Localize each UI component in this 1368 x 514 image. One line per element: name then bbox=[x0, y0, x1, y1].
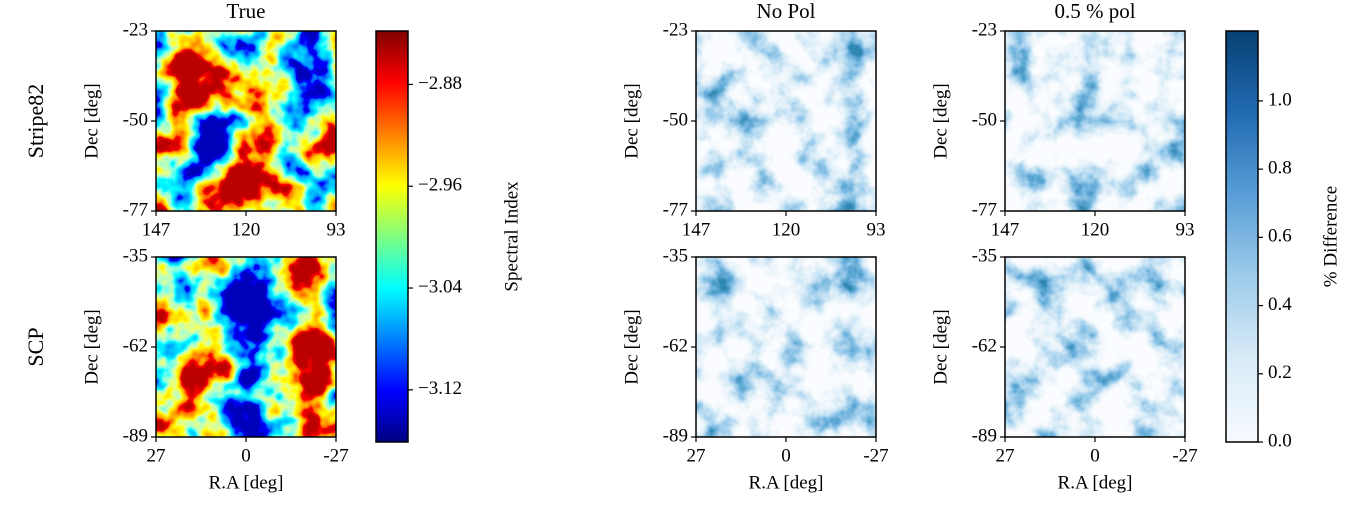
y-tick-label: -23 bbox=[123, 19, 148, 40]
y-axis-label: Dec [deg] bbox=[81, 309, 102, 384]
y-tick-label: -77 bbox=[123, 199, 148, 220]
heatmap-image bbox=[696, 31, 876, 211]
colorbar bbox=[375, 30, 409, 443]
x-axis-label: R.A [deg] bbox=[209, 472, 284, 493]
y-tick-label: -35 bbox=[663, 245, 688, 266]
y-tick-label: -89 bbox=[123, 425, 148, 446]
colorbar-tick-label: −2.96 bbox=[418, 175, 462, 196]
y-tick-label: -23 bbox=[663, 19, 688, 40]
x-tick-label: 93 bbox=[327, 219, 346, 240]
x-tick-label: -27 bbox=[863, 445, 888, 466]
y-axis-label: Dec [deg] bbox=[930, 83, 951, 158]
heatmap-image bbox=[156, 257, 336, 437]
y-tick-label: -89 bbox=[972, 425, 997, 446]
x-axis-label: R.A [deg] bbox=[749, 472, 824, 493]
x-tick-label: 0 bbox=[1090, 445, 1100, 466]
heatmap-image bbox=[1005, 31, 1185, 211]
colorbar bbox=[1225, 30, 1259, 443]
x-tick-label: 93 bbox=[1176, 219, 1195, 240]
row-label: Stripe82 bbox=[23, 84, 48, 159]
colorbar-tick-label: 0.4 bbox=[1268, 294, 1292, 315]
x-tick-label: 93 bbox=[867, 219, 886, 240]
heatmap-image bbox=[1005, 257, 1185, 437]
colorbar-label: % Difference bbox=[1320, 186, 1341, 287]
y-tick-label: -62 bbox=[972, 335, 997, 356]
colorbar-tick-label: 0.6 bbox=[1268, 226, 1292, 247]
y-tick-label: -35 bbox=[123, 245, 148, 266]
panel-title: True bbox=[227, 0, 266, 23]
x-tick-label: -27 bbox=[323, 445, 348, 466]
colorbar-tick-label: −3.12 bbox=[418, 378, 462, 399]
colorbar-label: Spectral Index bbox=[501, 181, 522, 292]
y-axis-label: Dec [deg] bbox=[621, 309, 642, 384]
y-tick-label: -62 bbox=[663, 335, 688, 356]
x-tick-label: 147 bbox=[682, 219, 711, 240]
y-tick-label: -62 bbox=[123, 335, 148, 356]
colorbar-tick-label: −2.88 bbox=[418, 73, 462, 94]
colorbar-tick-label: 0.0 bbox=[1268, 430, 1292, 451]
x-tick-label: 120 bbox=[232, 219, 261, 240]
x-tick-label: 27 bbox=[996, 445, 1015, 466]
y-tick-label: -50 bbox=[972, 109, 997, 130]
y-axis-label: Dec [deg] bbox=[621, 83, 642, 158]
x-tick-label: 0 bbox=[781, 445, 791, 466]
colorbar-tick-label: 0.2 bbox=[1268, 362, 1292, 383]
y-tick-label: -23 bbox=[972, 19, 997, 40]
y-tick-label: -50 bbox=[123, 109, 148, 130]
x-tick-label: 147 bbox=[142, 219, 171, 240]
panel-title: No Pol bbox=[757, 0, 816, 23]
x-tick-label: 0 bbox=[241, 445, 251, 466]
row-label: SCP bbox=[23, 327, 48, 366]
x-axis-label: R.A [deg] bbox=[1058, 472, 1133, 493]
x-tick-label: -27 bbox=[1172, 445, 1197, 466]
heatmap-image bbox=[696, 257, 876, 437]
y-tick-label: -77 bbox=[663, 199, 688, 220]
colorbar-tick-label: 1.0 bbox=[1268, 89, 1292, 110]
colorbar-tick-label: −3.04 bbox=[418, 276, 462, 297]
y-tick-label: -77 bbox=[972, 199, 997, 220]
x-tick-label: 120 bbox=[772, 219, 801, 240]
y-axis-label: Dec [deg] bbox=[930, 309, 951, 384]
panel-title: 0.5 % pol bbox=[1054, 0, 1135, 23]
y-tick-label: -35 bbox=[972, 245, 997, 266]
y-tick-label: -89 bbox=[663, 425, 688, 446]
x-tick-label: 120 bbox=[1081, 219, 1110, 240]
x-tick-label: 27 bbox=[147, 445, 166, 466]
x-tick-label: 27 bbox=[687, 445, 706, 466]
colorbar-tick-label: 0.8 bbox=[1268, 157, 1292, 178]
heatmap-image bbox=[156, 31, 336, 211]
y-axis-label: Dec [deg] bbox=[81, 83, 102, 158]
y-tick-label: -50 bbox=[663, 109, 688, 130]
x-tick-label: 147 bbox=[991, 219, 1020, 240]
